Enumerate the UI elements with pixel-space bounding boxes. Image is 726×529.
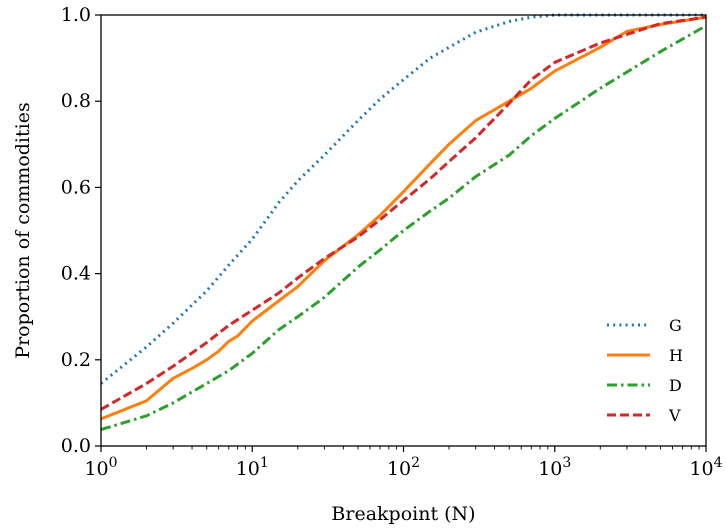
x-tick-label: 101 — [236, 455, 269, 480]
legend-label-v: V — [668, 406, 681, 425]
y-tick-label: 0.8 — [61, 90, 91, 112]
series-line-h — [100, 15, 707, 421]
series-line-g — [100, 13, 706, 385]
x-tick-label: 102 — [387, 455, 420, 480]
plot-lines — [100, 13, 707, 432]
series-line-d — [100, 24, 707, 432]
legend-label-d: D — [669, 376, 682, 395]
legend-label-g: G — [669, 316, 682, 335]
y-tick-label: 1.0 — [61, 4, 91, 26]
x-axis-label: Breakpoint (N) — [331, 503, 475, 525]
plot-frame — [100, 14, 707, 447]
y-tick-label: 0.0 — [61, 435, 91, 457]
x-tick-label: 103 — [538, 455, 571, 480]
y-tick-label: 0.2 — [61, 349, 91, 371]
y-axis: 0.0 0.2 0.4 0.6 0.8 1.0 — [61, 4, 101, 457]
series-line-v — [100, 15, 707, 411]
y-tick-label: 0.6 — [61, 176, 91, 198]
x-tick-label: 100 — [84, 455, 117, 480]
legend-label-h: H — [669, 346, 683, 365]
y-axis-label: Proportion of commodities — [12, 102, 34, 358]
x-axis: 100 101 102 103 104 — [84, 446, 723, 480]
y-tick-label: 0.4 — [61, 263, 91, 285]
x-tick-label: 104 — [689, 455, 722, 480]
